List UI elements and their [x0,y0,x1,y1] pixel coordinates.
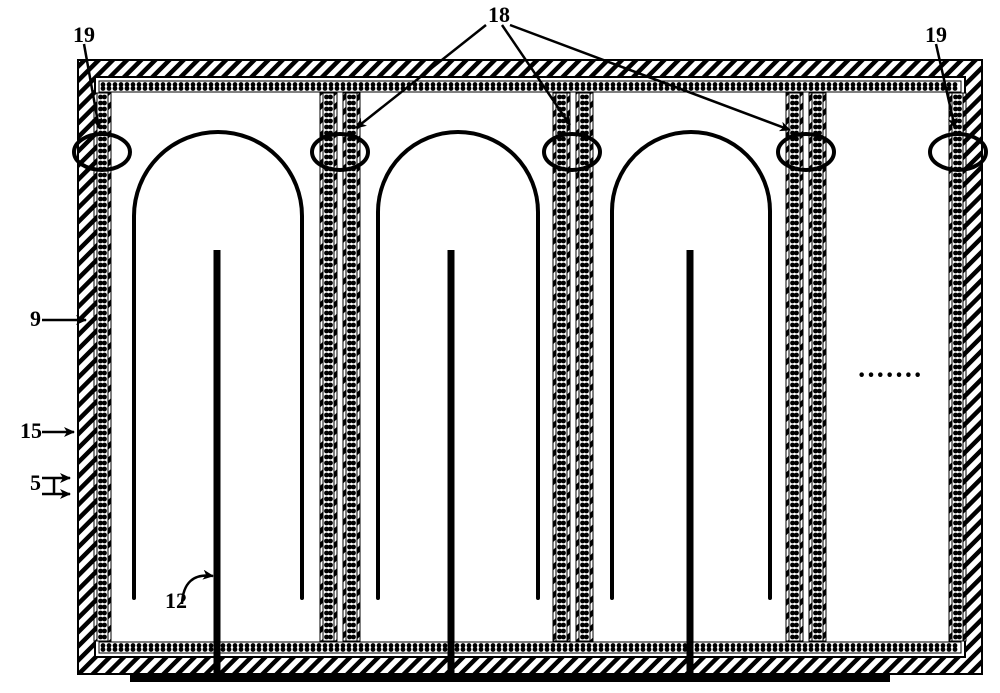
arch [378,132,538,598]
label-19-tl: 19 [73,22,95,48]
label-18: 18 [488,2,510,28]
label-19-tr: 19 [925,22,947,48]
ellipsis: ······· [857,360,922,392]
label-15: 15 [20,418,42,444]
label-9: 9 [30,306,41,332]
label-5: 5 [30,470,41,496]
label-12: 12 [165,588,187,614]
